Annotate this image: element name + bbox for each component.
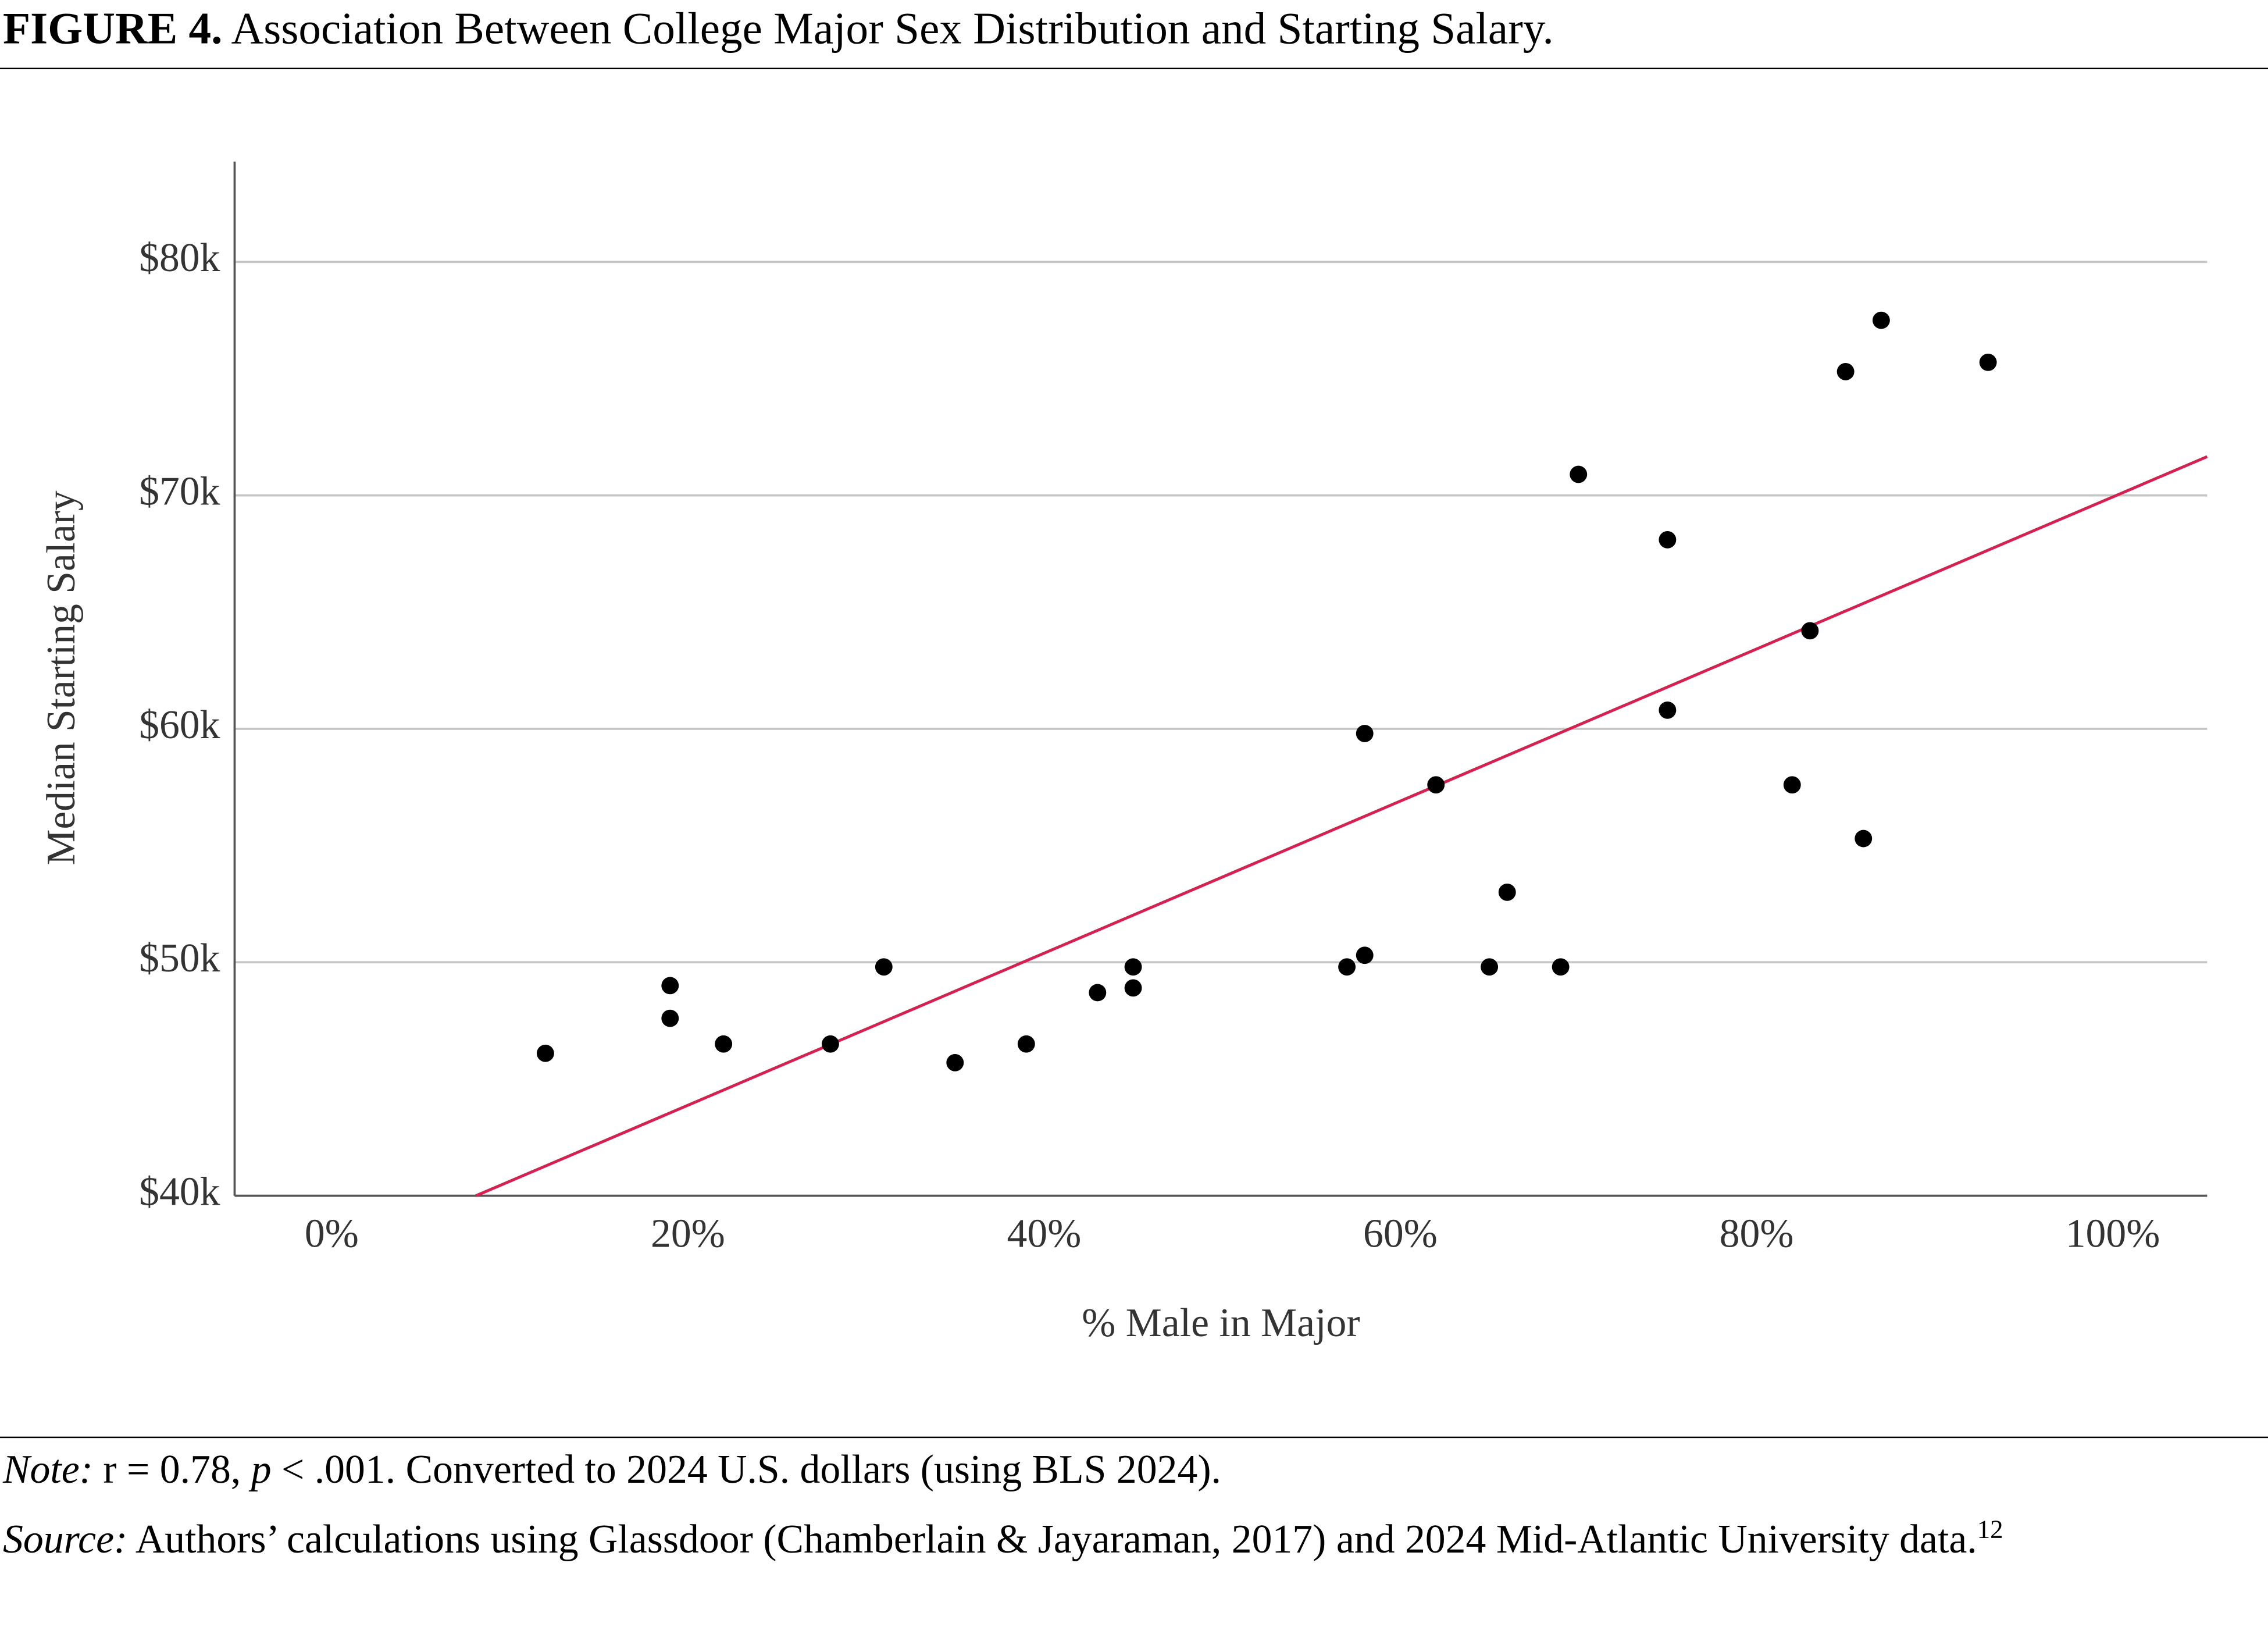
y-tick-label: $80k xyxy=(139,236,220,280)
x-tick-label: 20% xyxy=(651,1212,725,1256)
source-text: Authors’ calculations using Glassdoor (C… xyxy=(127,1518,1977,1563)
data-point xyxy=(1498,883,1516,901)
data-point xyxy=(1427,776,1445,794)
data-point xyxy=(1659,531,1677,549)
x-tick-label: 0% xyxy=(305,1212,359,1256)
data-point xyxy=(946,1053,964,1071)
x-tick-label: 100% xyxy=(2066,1212,2160,1256)
data-point xyxy=(1783,776,1801,794)
data-point xyxy=(821,1035,839,1053)
data-point xyxy=(1979,353,1997,371)
figure-label: FIGURE 4. xyxy=(2,2,223,54)
figure-title: FIGURE 4. Association Between College Ma… xyxy=(3,3,1554,55)
data-point xyxy=(715,1035,733,1053)
data-point xyxy=(661,1009,679,1027)
y-tick-label: $60k xyxy=(139,703,220,747)
source-label: Source: xyxy=(2,1518,128,1563)
y-tick-label: $70k xyxy=(139,469,220,514)
data-point xyxy=(1124,979,1142,997)
x-tick-label: 80% xyxy=(1720,1212,1794,1256)
data-point xyxy=(1570,465,1588,483)
data-point xyxy=(1356,725,1374,742)
trend-line xyxy=(475,455,2208,1197)
data-point xyxy=(1089,984,1107,1002)
data-point xyxy=(1659,701,1677,719)
note-text: < .001. Converted to 2024 U.S. dollars (… xyxy=(271,1448,1221,1493)
x-tick-label: 40% xyxy=(1007,1212,1082,1256)
bottom-rule xyxy=(0,1436,2268,1439)
data-point xyxy=(1124,958,1142,976)
data-point xyxy=(661,977,679,995)
data-point xyxy=(1836,363,1855,380)
data-point xyxy=(1356,946,1374,964)
y-axis-label: Median Starting Salary xyxy=(39,490,84,865)
data-point xyxy=(1017,1035,1035,1053)
x-tick-label: 60% xyxy=(1363,1212,1438,1256)
data-point xyxy=(1552,958,1570,976)
note-text: r = 0.78, xyxy=(103,1448,251,1493)
data-point xyxy=(1855,829,1873,848)
data-point xyxy=(1481,958,1499,976)
data-point xyxy=(536,1044,554,1062)
x-axis-label: % Male in Major xyxy=(1082,1301,1360,1345)
note: Note: r = 0.78, p < .001. Converted to 2… xyxy=(3,1443,2146,1570)
data-point xyxy=(1872,311,1890,329)
data-point xyxy=(875,958,893,976)
note-italic: p xyxy=(251,1448,272,1493)
footnote: 12 xyxy=(1977,1514,2003,1544)
y-tick-label: $40k xyxy=(139,1170,220,1215)
y-tick-label: $50k xyxy=(139,936,220,981)
note-label: Note: xyxy=(2,1448,93,1493)
data-point xyxy=(1801,622,1819,640)
title-text: Association Between College Major Sex Di… xyxy=(231,2,1554,54)
data-point xyxy=(1338,958,1356,976)
top-rule xyxy=(0,67,2268,70)
